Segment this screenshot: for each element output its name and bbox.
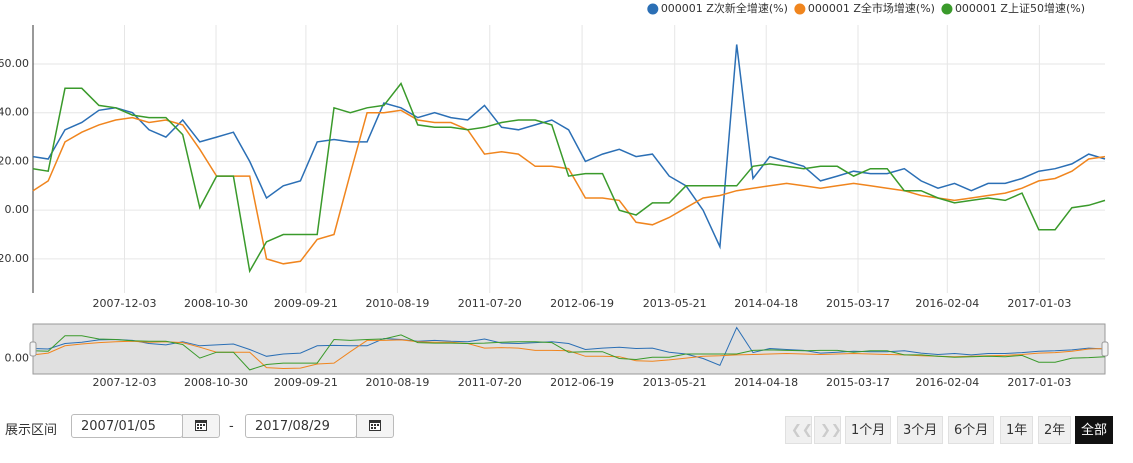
x-tick-label: 2017-01-03: [1007, 297, 1071, 310]
x-tick-label: 2012-06-19: [550, 297, 614, 310]
x-tick-label: 2007-12-03: [93, 297, 157, 310]
navigator-x-label: 2012-06-19: [550, 376, 614, 389]
legend-marker: [941, 3, 953, 15]
navigator-x-label: 2017-01-03: [1007, 376, 1071, 389]
navigator-handle[interactable]: [1101, 341, 1109, 357]
range-button[interactable]: 6个月: [948, 416, 995, 444]
x-tick-label: 2013-05-21: [643, 297, 707, 310]
x-tick-label: 2014-04-18: [734, 297, 798, 310]
navigator-line: [32, 334, 1106, 371]
navigator-x-label: 2010-08-19: [365, 376, 429, 389]
legend-marker: [647, 3, 659, 15]
range-label: 展示区间: [5, 423, 58, 438]
x-tick-label: 2011-07-20: [458, 297, 522, 310]
navigator-x-label: 2007-12-03: [93, 376, 157, 389]
range-separator: -: [229, 419, 234, 434]
navigator-x-label: 2014-04-18: [734, 376, 798, 389]
navigator-y-label: 0.00: [5, 352, 30, 365]
start-calendar-button[interactable]: [182, 414, 220, 438]
navigator-x-label: 2015-03-17: [826, 376, 890, 389]
y-tick-label: 60.00: [0, 57, 29, 70]
series-line: [32, 109, 1106, 265]
navigator-background: [32, 323, 1106, 375]
navigator-x-label: 2016-02-04: [915, 376, 979, 389]
legend-item: 000001 Z全市场增速(%): [794, 1, 935, 15]
series-line: [32, 44, 1106, 250]
navigator-handle[interactable]: [29, 341, 37, 357]
chart: 60.00 40.00 20.00 0.00 20.00 2007-12-03 2008-1…: [0, 1, 1109, 389]
legend-label: 000001 Z全市场增速(%): [808, 1, 935, 15]
legend-item: 000001 Z上证50增速(%): [941, 1, 1085, 15]
x-tick-label: 2016-02-04: [915, 297, 979, 310]
y-tick-label: 20.00: [0, 252, 29, 265]
navigator-x-label: 2011-07-20: [458, 376, 522, 389]
calendar-icon: [369, 420, 381, 431]
navigator-x-label: 2008-10-30: [184, 376, 248, 389]
navigator-x-label: 2009-09-21: [274, 376, 338, 389]
end-calendar-button[interactable]: [356, 414, 394, 438]
end-date-input[interactable]: 2017/08/29: [245, 414, 357, 438]
x-tick-label: 2009-09-21: [274, 297, 338, 310]
legend-item: 000001 Z次新全增速(%): [647, 1, 788, 15]
calendar-icon: [195, 420, 207, 431]
x-tick-label: 2010-08-19: [365, 297, 429, 310]
x-tick-label: 2015-03-17: [826, 297, 890, 310]
range-button[interactable]: 1个月: [845, 416, 892, 444]
legend-label: 000001 Z次新全增速(%): [661, 1, 788, 15]
x-tick-label: 2008-10-30: [184, 297, 248, 310]
series-line: [32, 82, 1106, 274]
prev-button[interactable]: ❮❮: [785, 416, 813, 444]
legend-label: 000001 Z上证50增速(%): [955, 1, 1085, 15]
range-button[interactable]: 1年: [1000, 416, 1034, 444]
next-button[interactable]: ❯❯: [814, 416, 842, 444]
range-button[interactable]: 3个月: [897, 416, 944, 444]
y-tick-label: 20.00: [0, 154, 29, 167]
navigator-x-label: 2013-05-21: [643, 376, 707, 389]
range-button[interactable]: 2年: [1038, 416, 1072, 444]
range-button[interactable]: 全部: [1075, 416, 1114, 444]
legend-marker: [794, 3, 806, 15]
y-tick-label: 40.00: [0, 106, 29, 119]
navigator-line: [32, 326, 1106, 367]
start-date-input[interactable]: 2007/01/05: [71, 414, 183, 438]
y-tick-label: 0.00: [5, 203, 30, 216]
navigator-line: [32, 339, 1106, 370]
